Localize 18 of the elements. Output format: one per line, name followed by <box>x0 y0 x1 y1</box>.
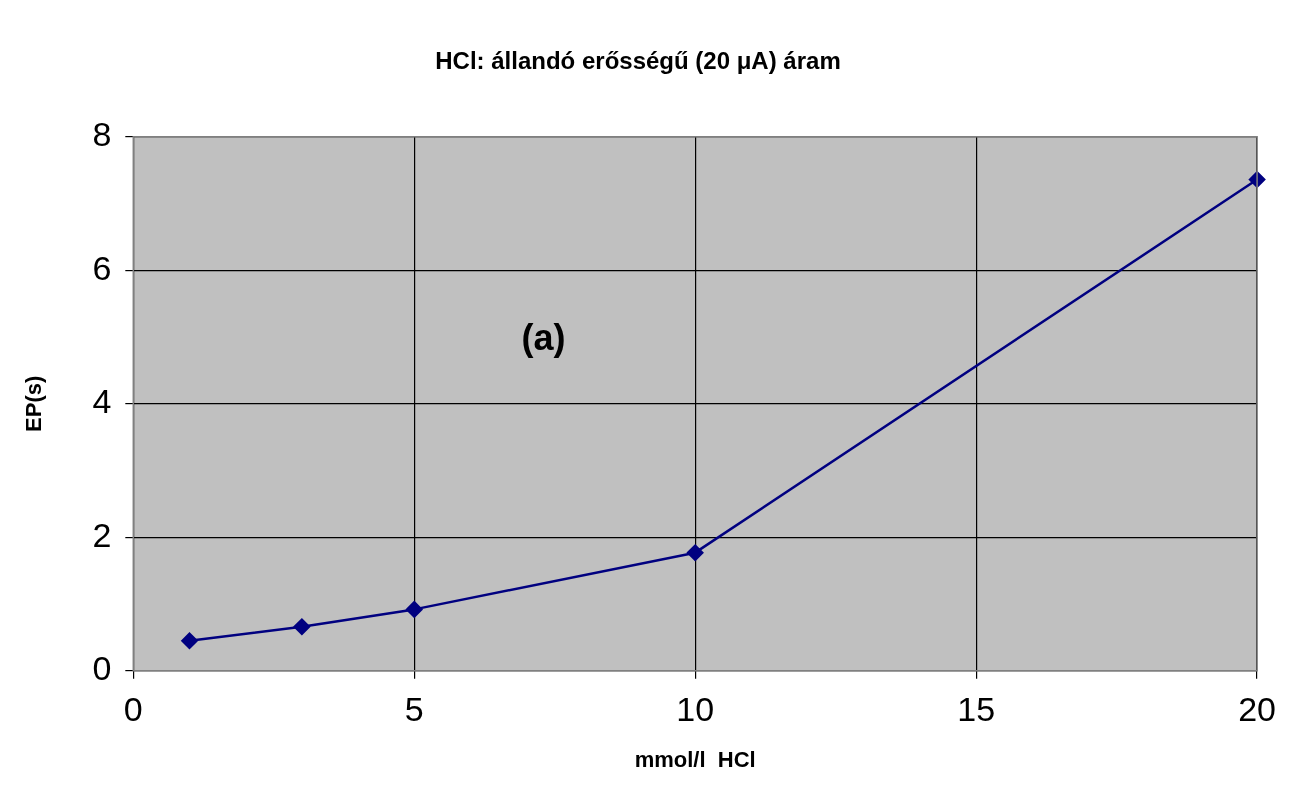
point <box>181 632 198 650</box>
x-tick-label: 5 <box>404 689 424 728</box>
point <box>293 618 311 635</box>
y-tick-label: 6 <box>92 248 112 287</box>
chart-title: HCl: állandó erősségű (20 μA) áram <box>435 47 841 75</box>
x-tick-label: 15 <box>957 689 996 728</box>
y-tick-label: 0 <box>92 649 112 688</box>
point <box>406 601 423 618</box>
y-axis-title: EP(s) <box>21 375 47 432</box>
point <box>686 544 704 561</box>
x-tick-label: 10 <box>676 689 715 728</box>
x-axis-title: mmol/l HCl <box>634 746 756 772</box>
x-tick-label: 0 <box>123 689 143 728</box>
y-tick-label: 2 <box>92 515 112 554</box>
annotation: (a) <box>521 316 566 358</box>
y-tick-label: 8 <box>92 115 112 154</box>
x-tick-label: 20 <box>1238 689 1276 728</box>
y-tick-label: 4 <box>92 382 112 421</box>
